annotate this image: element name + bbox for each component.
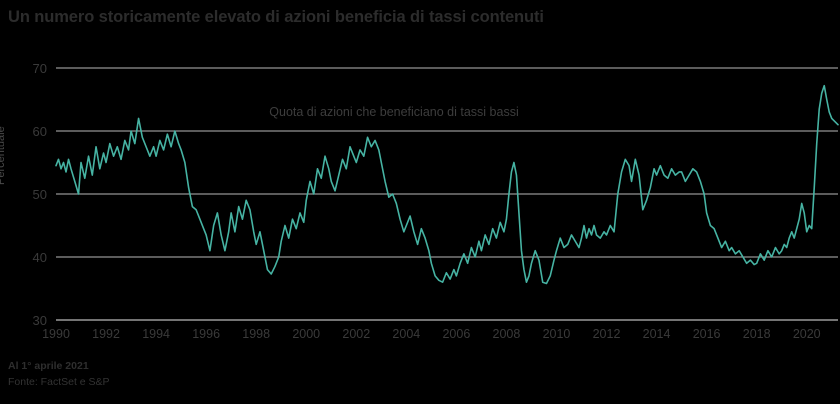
x-axis-tick-labels: 1990 1992 1994 1996 1998 2000 2002 2004 2006 2008…	[42, 327, 821, 340]
svg-text:2006: 2006	[442, 327, 470, 340]
svg-text:1998: 1998	[242, 327, 270, 340]
svg-text:1994: 1994	[142, 327, 170, 340]
chart-title: Un numero storicamente elevato di azioni…	[8, 8, 544, 26]
svg-text:70: 70	[33, 61, 47, 76]
svg-text:1990: 1990	[42, 327, 70, 340]
svg-text:2018: 2018	[743, 327, 771, 340]
gridlines	[56, 67, 838, 321]
svg-text:2004: 2004	[392, 327, 420, 340]
footer-source: Fonte: FactSet e S&P	[8, 376, 110, 388]
svg-text:50: 50	[33, 187, 47, 202]
svg-text:1996: 1996	[192, 327, 220, 340]
svg-text:40: 40	[33, 250, 47, 265]
plot-area: 30 40 50 60 70 1990 1992 1994 1996 1998 2000 2002 2…	[0, 61, 839, 340]
svg-text:2008: 2008	[493, 327, 521, 340]
footer-as-of-date: Al 1° aprile 2021	[8, 360, 89, 372]
svg-text:2014: 2014	[643, 327, 671, 340]
svg-text:60: 60	[33, 124, 47, 139]
svg-text:2010: 2010	[543, 327, 571, 340]
svg-text:2000: 2000	[292, 327, 320, 340]
svg-text:2016: 2016	[693, 327, 721, 340]
chart-footer: Al 1° aprile 2021 Fonte: FactSet e S&P	[8, 358, 110, 390]
y-axis-title: Percentuale	[0, 126, 7, 185]
svg-text:1992: 1992	[92, 327, 120, 340]
series-annotation-label: Quota di azioni che beneficiano di tassi…	[269, 105, 518, 119]
svg-text:2002: 2002	[342, 327, 370, 340]
svg-text:2012: 2012	[593, 327, 621, 340]
svg-text:2020: 2020	[793, 327, 821, 340]
line-chart-svg: 30 40 50 60 70 1990 1992 1994 1996 1998 2000 2002 2…	[33, 61, 839, 340]
svg-text:30: 30	[33, 313, 47, 328]
series-line-quota-azioni	[55, 84, 839, 285]
y-axis-tick-labels: 30 40 50 60 70	[33, 61, 47, 328]
